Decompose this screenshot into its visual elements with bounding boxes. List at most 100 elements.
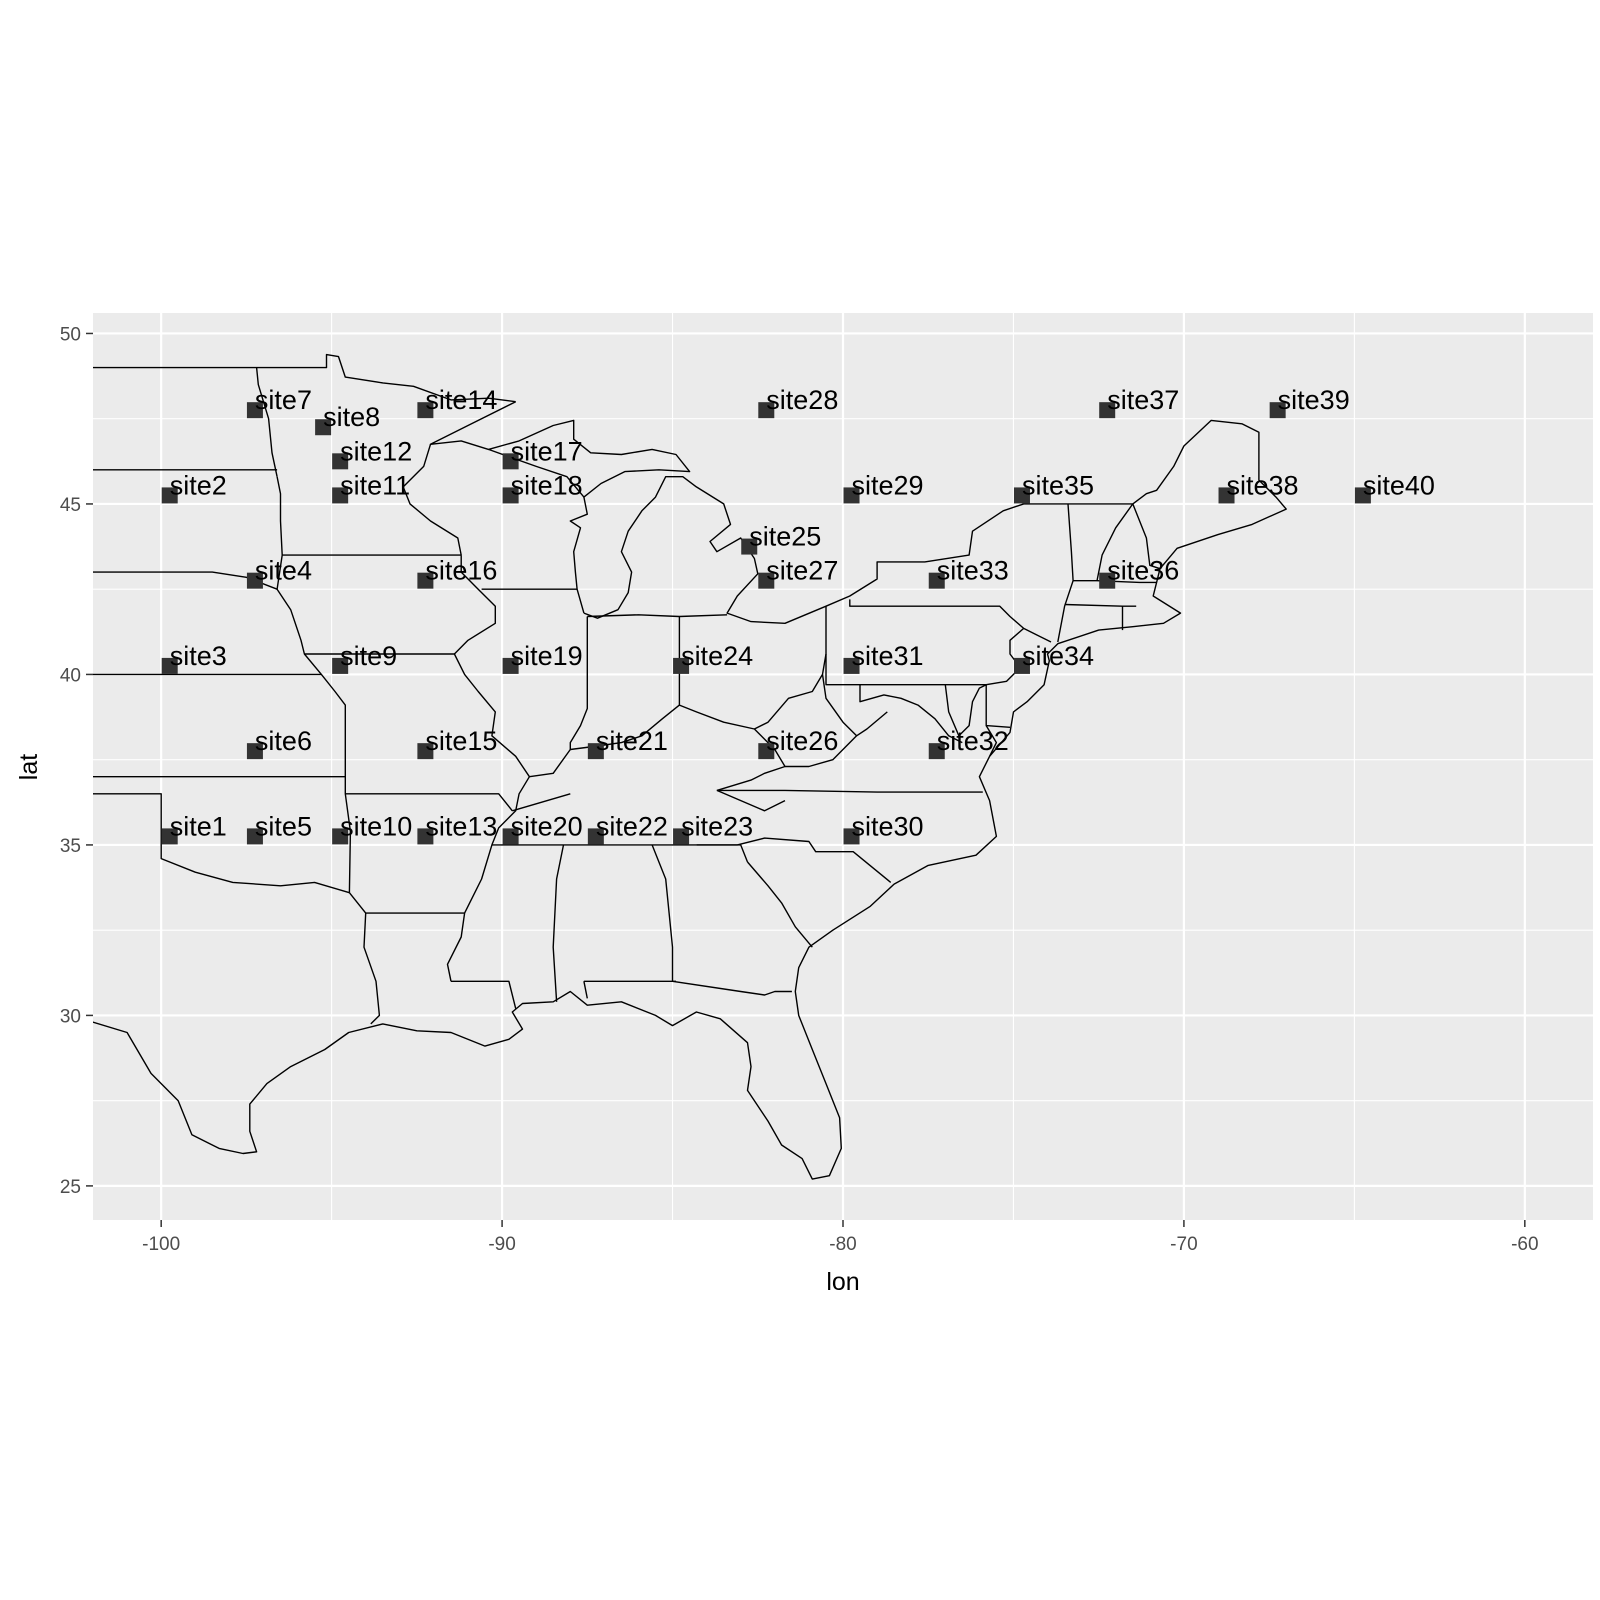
site-label: site28 — [766, 385, 838, 415]
site-label: site36 — [1107, 556, 1179, 586]
site-point — [673, 828, 690, 845]
site-point — [741, 538, 758, 555]
state-boundary — [849, 599, 1052, 643]
state-boundary — [944, 684, 987, 737]
site-point — [673, 657, 690, 674]
site-point — [246, 743, 263, 760]
x-tick-label: -100 — [142, 1234, 180, 1255]
site-point — [1218, 487, 1235, 504]
state-boundary — [1132, 503, 1161, 570]
y-tick-label: 45 — [60, 495, 81, 516]
state-boundary — [93, 353, 516, 403]
site-point — [417, 572, 434, 589]
state-boundary — [821, 674, 888, 737]
site-points — [161, 402, 1371, 845]
site-point — [758, 572, 775, 589]
site-point — [928, 743, 945, 760]
site-point — [502, 487, 519, 504]
state-boundary — [93, 419, 1287, 1180]
site-label: site35 — [1022, 470, 1094, 500]
site-point — [587, 743, 604, 760]
state-boundary — [348, 892, 381, 1025]
site-point — [332, 487, 349, 504]
site-label: site17 — [511, 436, 583, 466]
site-label: site25 — [749, 522, 821, 552]
state-boundary — [552, 844, 565, 1002]
site-point — [1013, 487, 1030, 504]
state-boundary — [345, 793, 513, 812]
site-label: site29 — [852, 470, 924, 500]
y-tick-label: 25 — [60, 1177, 81, 1198]
site-point — [161, 828, 178, 845]
site-point — [587, 828, 604, 845]
site-point — [246, 402, 263, 419]
site-label: site2 — [170, 470, 227, 500]
y-axis-title: lat — [15, 754, 43, 780]
state-boundary — [716, 789, 786, 812]
site-point — [502, 453, 519, 470]
site-point — [1099, 572, 1116, 589]
site-label: site38 — [1227, 470, 1299, 500]
site-point — [332, 657, 349, 674]
site-labels: site1 site2 site3 site4 site5 site6 site7 site8… — [170, 385, 1435, 841]
x-tick-label: -90 — [488, 1234, 515, 1255]
state-boundary — [859, 684, 963, 744]
site-point — [758, 743, 775, 760]
site-point — [1099, 402, 1116, 419]
site-label: site30 — [852, 811, 924, 841]
site-label: site31 — [852, 641, 924, 671]
site-label: site11 — [340, 470, 410, 500]
site-label: site33 — [937, 556, 1009, 586]
site-label: site34 — [1022, 641, 1094, 671]
site-point — [843, 657, 860, 674]
y-tick-label: 35 — [60, 836, 81, 857]
state-boundary — [746, 861, 813, 948]
state-boundary — [587, 614, 728, 618]
site-label: site12 — [340, 436, 412, 466]
state-boundary — [276, 476, 283, 556]
site-label: site32 — [937, 726, 1009, 756]
site-label: site5 — [255, 811, 312, 841]
site-point — [161, 657, 178, 674]
site-point — [758, 402, 775, 419]
state-boundary — [402, 486, 462, 556]
site-label: site8 — [323, 402, 380, 432]
state-boundary — [276, 588, 352, 893]
site-label: site20 — [511, 811, 583, 841]
state-boundary — [453, 555, 496, 655]
site-point — [246, 572, 263, 589]
site-label: site1 — [170, 811, 227, 841]
site-label: site18 — [511, 470, 583, 500]
site-label: site22 — [596, 811, 668, 841]
grid-major — [93, 313, 1593, 1220]
site-point — [332, 828, 349, 845]
site-point — [928, 572, 945, 589]
site-label: site10 — [340, 811, 412, 841]
site-label: site13 — [425, 811, 497, 841]
state-boundary — [985, 725, 998, 757]
x-axis-title: lon — [826, 1268, 859, 1296]
site-label: site26 — [766, 726, 838, 756]
site-label: site24 — [681, 641, 753, 671]
state-boundary — [1096, 503, 1134, 581]
site-label: site21 — [596, 726, 668, 756]
state-boundary — [402, 444, 432, 488]
site-point — [502, 828, 519, 845]
site-label: site4 — [255, 556, 312, 586]
y-tick-label: 40 — [60, 665, 81, 686]
state-boundary — [255, 367, 278, 477]
state-boundary — [785, 735, 858, 768]
state-boundary — [716, 789, 983, 793]
x-axis: -100 -90 -80 -70 -60 — [142, 1220, 1539, 1255]
x-tick-label: -60 — [1511, 1234, 1538, 1255]
state-boundary — [529, 749, 571, 778]
state-boundaries — [93, 353, 1287, 1180]
site-point — [417, 402, 434, 419]
site-label: site40 — [1363, 470, 1435, 500]
site-label: site15 — [425, 726, 497, 756]
state-boundary — [696, 837, 892, 883]
site-label: site19 — [511, 641, 583, 671]
site-point — [502, 657, 519, 674]
state-boundary — [512, 793, 571, 812]
